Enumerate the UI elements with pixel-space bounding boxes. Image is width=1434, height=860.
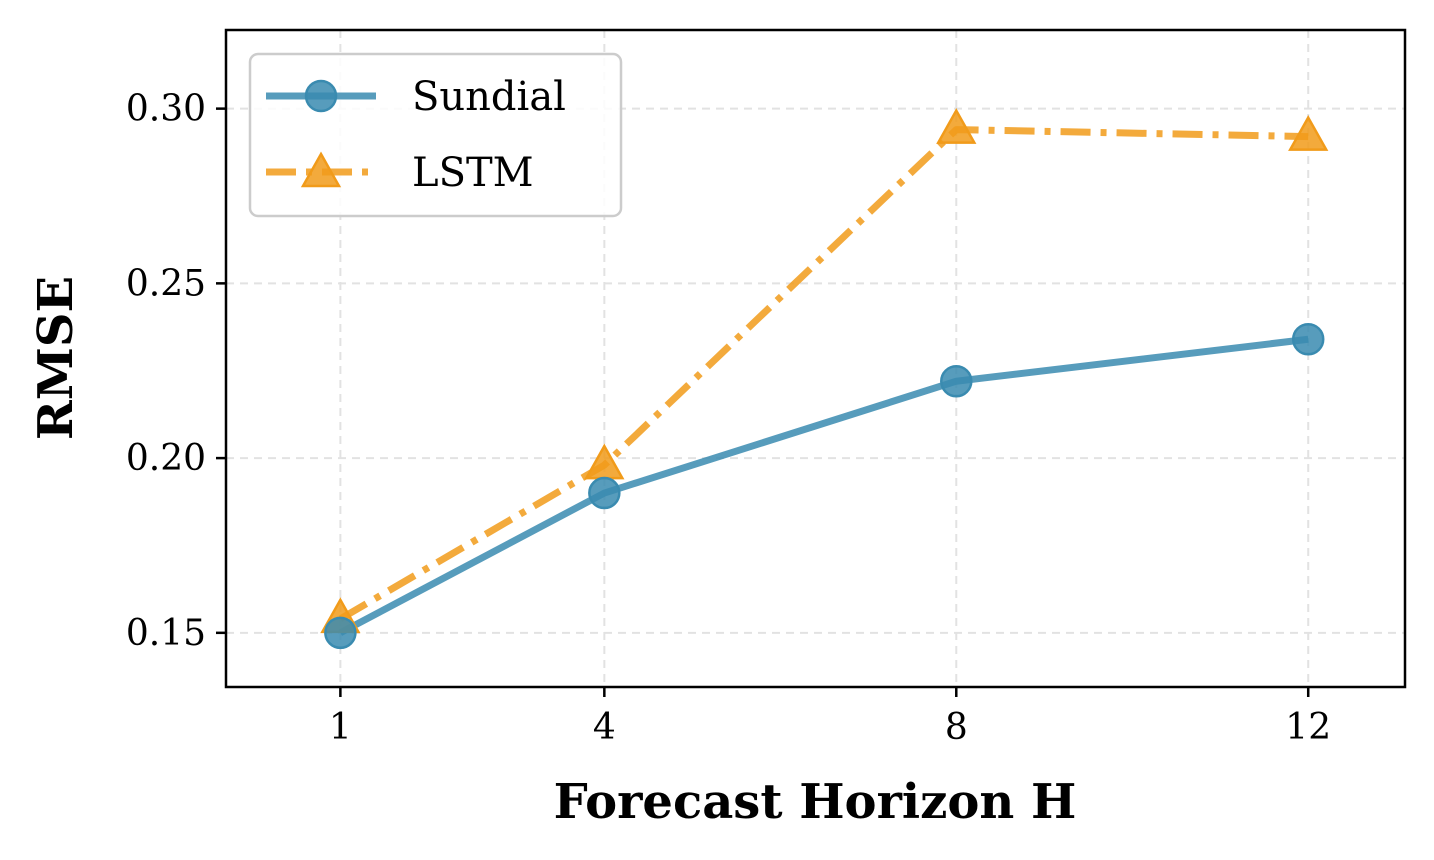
series-layer (320, 108, 1329, 650)
lstm-point (1288, 115, 1329, 151)
legend-sundial-marker (304, 79, 338, 113)
legend-lstm-label: LSTM (412, 150, 534, 196)
x-axis-title: Forecast Horizon H (554, 774, 1077, 830)
y-axis-title: RMSE (28, 276, 84, 440)
x-tick-label: 8 (945, 707, 968, 748)
y-tick-label: 0.25 (126, 263, 206, 304)
sundial-point (1291, 323, 1325, 356)
x-tick-label: 4 (593, 707, 616, 748)
y-tick-label: 0.15 (126, 613, 206, 654)
sundial-point (940, 364, 973, 398)
y-tick-label: 0.20 (126, 438, 206, 479)
legend-lstm-marker (300, 151, 342, 188)
x-tick-label: 12 (1285, 707, 1331, 748)
legend-sundial-label: Sundial (412, 74, 566, 120)
x-tick-label: 1 (329, 707, 352, 748)
sundial-series-line (338, 335, 1309, 636)
legend: Sundial LSTM (248, 52, 623, 218)
plot-frame (224, 28, 1407, 689)
y-tick-label: 0.30 (126, 89, 206, 130)
lstm-series-line (338, 126, 1309, 622)
sundial-point (324, 616, 357, 650)
lstm-point (936, 108, 977, 144)
grid (226, 30, 1405, 687)
tick-layer: 1 4 8 12 0.15 0.20 0.25 0.30 (126, 89, 1331, 748)
sundial-point (588, 476, 621, 510)
